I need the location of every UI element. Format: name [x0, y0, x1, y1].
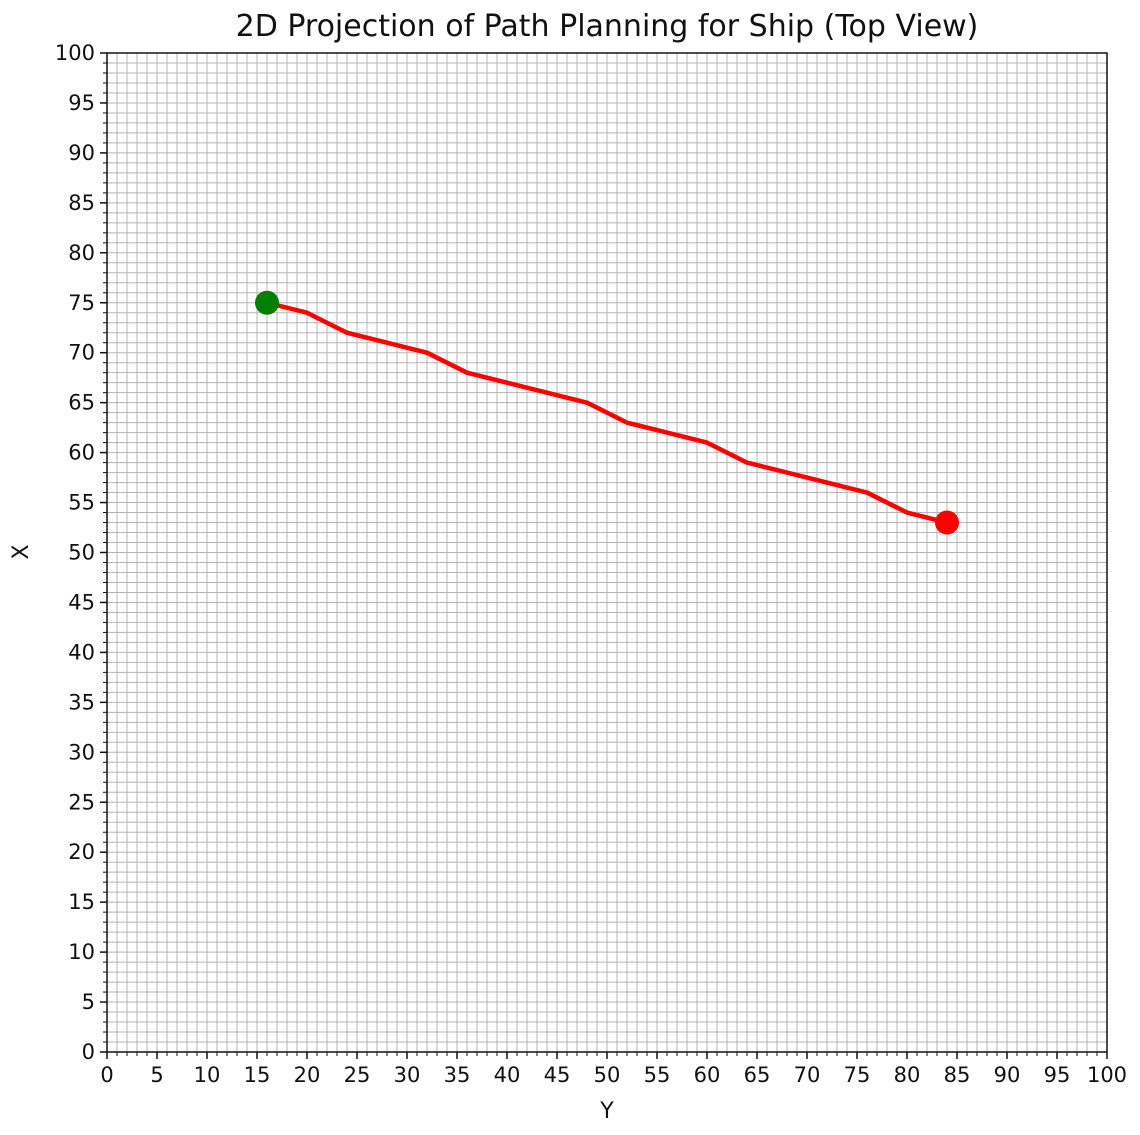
y-tick-label: 95 [68, 91, 95, 115]
y-tick-label: 45 [68, 590, 95, 614]
x-tick-label: 40 [494, 1063, 521, 1087]
y-tick-label: 35 [68, 690, 95, 714]
x-tick-label: 65 [744, 1063, 771, 1087]
y-tick-label: 10 [68, 940, 95, 964]
x-tick-label: 90 [994, 1063, 1021, 1087]
x-tick-label: 50 [594, 1063, 621, 1087]
x-tick-label: 100 [1087, 1063, 1127, 1087]
x-tick-label: 75 [844, 1063, 871, 1087]
x-tick-label: 30 [394, 1063, 421, 1087]
chart-title: 2D Projection of Path Planning for Ship … [236, 9, 979, 44]
y-tick-label: 0 [82, 1040, 95, 1064]
end-point-marker [935, 510, 959, 535]
y-tick-label: 75 [68, 291, 95, 315]
y-tick-label: 25 [68, 790, 95, 814]
x-tick-label: 10 [194, 1063, 221, 1087]
x-tick-label: 20 [294, 1063, 321, 1087]
y-tick-label: 65 [68, 391, 95, 415]
x-tick-label: 80 [894, 1063, 921, 1087]
x-tick-label: 70 [794, 1063, 821, 1087]
y-tick-label: 80 [68, 241, 95, 265]
grid [106, 52, 1108, 1053]
x-tick-label: 25 [344, 1063, 371, 1087]
y-axis-label: X [9, 544, 34, 559]
x-axis-label: Y [599, 1099, 614, 1124]
y-tick-label: 55 [68, 491, 95, 515]
y-tick-label: 5 [82, 990, 95, 1014]
y-tick-label: 20 [68, 840, 95, 864]
x-tick-label: 55 [644, 1063, 671, 1087]
y-tick-label: 70 [68, 341, 95, 365]
x-tick-label: 45 [544, 1063, 571, 1087]
x-tick-label: 35 [444, 1063, 471, 1087]
y-tick-label: 15 [68, 890, 95, 914]
y-tick-label: 50 [68, 541, 95, 565]
y-tick-label: 30 [68, 740, 95, 764]
y-tick-label: 40 [68, 640, 95, 664]
y-tick-label: 90 [68, 141, 95, 165]
x-tick-label: 5 [150, 1063, 163, 1087]
y-tick-label: 60 [68, 441, 95, 465]
ticks [100, 52, 1108, 1059]
y-tick-label: 85 [68, 191, 95, 215]
x-tick-label: 60 [694, 1063, 721, 1087]
start-point-marker [255, 290, 279, 315]
x-tick-label: 0 [100, 1063, 113, 1087]
x-tick-label: 85 [944, 1063, 971, 1087]
x-tick-label: 15 [244, 1063, 271, 1087]
x-tick-label: 95 [1044, 1063, 1071, 1087]
path-line [264, 300, 950, 525]
y-tick-label: 100 [55, 41, 95, 65]
